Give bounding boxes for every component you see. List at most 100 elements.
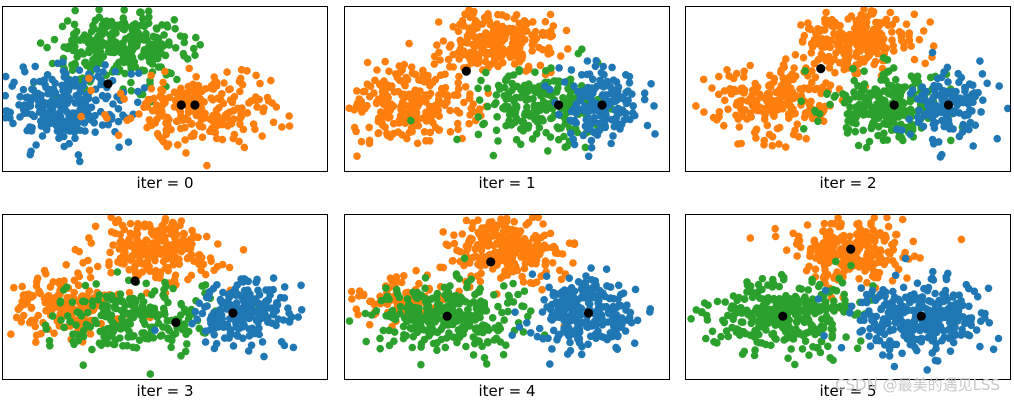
scatter-point-green [390,328,399,336]
scatter-point-orange [822,8,830,17]
scatter-point-orange [802,266,811,275]
scatter-point-orange [865,242,873,250]
scatter-point-green [889,107,897,116]
scatter-point-blue [193,315,201,323]
scatter-point-blue [932,344,940,353]
scatter-point-orange [177,217,186,225]
scatter-point-green [69,337,77,346]
scatter-point-orange [715,72,723,81]
scatter-point-orange [389,119,398,128]
scatter-point-blue [868,286,877,295]
scatter-point-green [372,307,381,315]
scatter-point-blue [629,102,637,110]
scatter-point-blue [2,107,10,115]
scatter-point-orange [74,281,83,290]
scatter-point-orange [847,36,856,44]
scatter-point-blue [101,61,109,69]
scatter-point-green [755,330,763,339]
scatter-point-orange [791,51,800,59]
scatter-point-orange [500,30,508,39]
scatter-point-blue [40,98,48,107]
scatter-point-blue [983,79,991,88]
scatter-point-orange [855,275,863,283]
scatter-point-orange [263,93,272,102]
scatter-point-green [60,323,68,332]
scatter-point-blue [285,309,293,317]
scatter-point-blue [906,130,915,139]
scatter-point-orange [901,248,909,257]
scatter-point-blue [1004,104,1011,113]
scatter-point-orange [763,89,772,98]
scatter-point-orange [347,287,356,296]
scatter-point-orange [546,229,555,238]
scatter-point-orange [147,84,156,93]
scatter-point-green [68,298,77,306]
scatter-point-green [165,41,173,49]
scatter-point-green [85,48,93,57]
scatter-point-blue [548,312,556,320]
scatter-point-green [127,78,135,87]
scatter-point-blue [32,141,40,149]
scatter-point-blue [587,143,596,152]
scatter-point-green [783,334,791,342]
scatter-point-orange [820,219,829,228]
scatter-point-blue [995,82,1003,90]
scatter-point-blue [269,274,278,282]
scatter-point-blue [48,108,57,117]
scatter-point-orange [530,257,538,265]
scatter-point-green [874,131,882,140]
scatter-point-orange [450,91,458,99]
scatter-point-blue [579,131,588,140]
scatter-point-blue [949,109,958,118]
scatter-point-blue [977,108,985,116]
scatter-point-blue [605,309,613,318]
scatter-point-green [482,360,491,368]
scatter-point-blue [994,334,1003,343]
scatter-point-orange [921,59,929,68]
scatter-point-orange [881,231,889,240]
scatter-point-blue [611,88,619,97]
scatter-point-blue [979,96,987,104]
scatter-point-blue [535,324,544,333]
scatter-point-orange [775,140,783,148]
scatter-point-orange [33,274,42,283]
scatter-point-blue [546,360,554,368]
scatter-point-green [907,107,916,116]
scatter-point-blue [621,327,630,335]
scatter-point-orange [14,305,23,314]
centroid-point [190,100,200,110]
scatter-point-orange [720,96,729,105]
scatter-point-orange [154,108,163,117]
scatter-point-green [860,86,868,94]
scatter-point-green [872,114,881,122]
scatter-point-blue [114,117,123,126]
scatter-point-orange [68,303,76,312]
scatter-point-orange [810,236,819,245]
scatter-point-green [842,333,850,341]
scatter-point-green [823,90,831,98]
scatter-point-green [494,137,502,145]
scatter-point-green [799,331,808,340]
scatter-point-blue [548,345,556,353]
scatter-point-orange [86,273,95,282]
scatter-point-green [60,43,68,51]
scatter-point-orange [405,39,413,48]
scatter-point-green [46,342,54,350]
scatter-point-orange [462,216,471,225]
scatter-point-green [124,276,133,285]
scatter-point-orange [420,128,429,136]
scatter-point-orange [793,120,802,128]
scatter-point-blue [607,139,615,148]
scatter-point-orange [389,129,398,138]
scatter-point-green [509,298,518,306]
scatter-point-orange [465,119,473,128]
scatter-point-blue [542,272,551,280]
scatter-point-orange [818,245,826,254]
scatter-point-green [489,151,498,160]
scatter-point-orange [126,114,135,123]
scatter-point-blue [633,316,642,325]
scatter-point-green [159,291,167,299]
scatter-point-blue [50,89,59,98]
scatter-point-orange [372,99,381,108]
scatter-point-green [505,110,514,119]
